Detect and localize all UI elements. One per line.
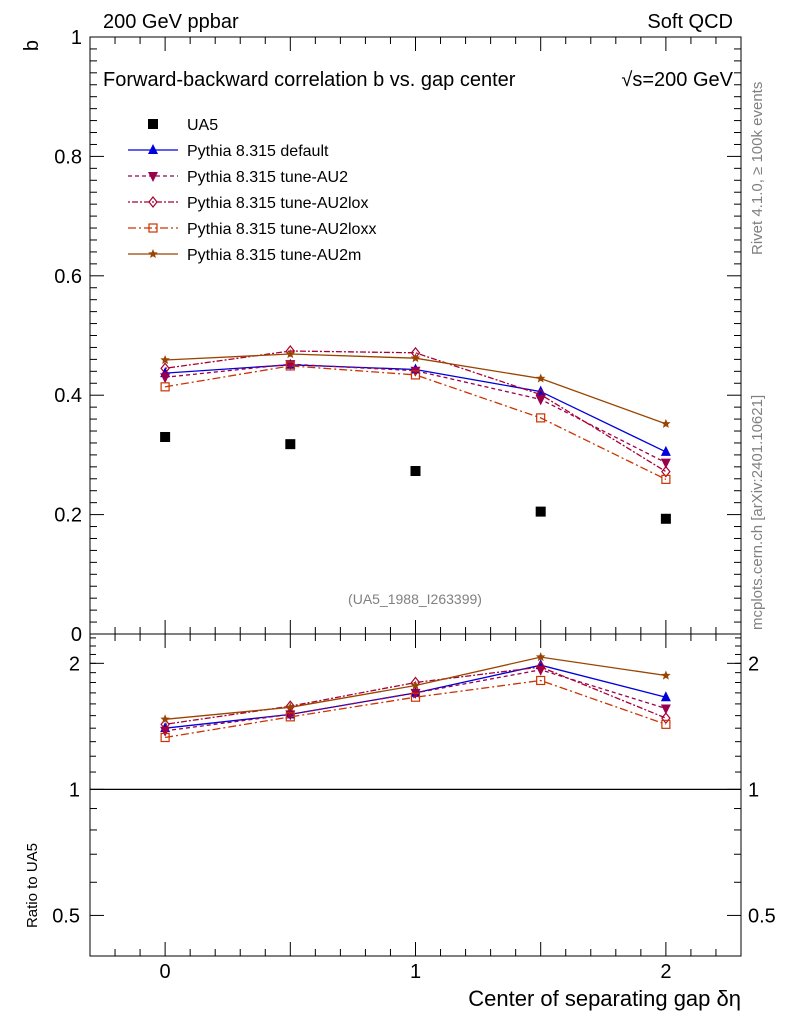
ratio-point-2	[285, 700, 296, 713]
ratio-point-4	[285, 702, 296, 712]
series-point-3	[410, 370, 421, 380]
legend-label-3: Pythia 8.315 tune-AU2loxx	[187, 221, 376, 238]
series-line-3	[164, 365, 667, 480]
ratio-point-2	[535, 661, 546, 673]
header-left: 200 GeV ppbar	[103, 11, 239, 33]
y-tick-label: 0.2	[54, 505, 82, 527]
ratio-point-1	[410, 688, 421, 699]
ratio-tick-label-left: 2	[69, 653, 80, 675]
x-axis-label: Center of separating gap δη	[468, 986, 741, 1011]
x-tick-label: 2	[660, 961, 671, 983]
ua5-data-point	[410, 466, 421, 477]
ratio-point-0	[660, 691, 671, 702]
ratio-point-4	[661, 670, 671, 680]
series-point-0	[660, 445, 671, 456]
plot-title: Forward-backward correlation b vs. gap c…	[103, 69, 516, 91]
ratio-tick-label-right: 1	[748, 779, 759, 801]
header-right: Soft QCD	[647, 11, 733, 33]
series-point-1	[285, 360, 296, 371]
series-point-3	[661, 474, 671, 484]
ratio-point-3	[661, 719, 671, 729]
legend-label-0: Pythia 8.315 default	[187, 143, 329, 160]
ratio-line-1	[165, 669, 667, 732]
ratio-point-2	[661, 712, 671, 725]
axes: 0 1 2 0 0.2 0.4 0.6 0.8 1 0.5 0.5 1 1 2 2	[52, 27, 776, 983]
ratio-tick-label-right: 2	[748, 653, 759, 675]
ratio-point-4	[160, 714, 170, 724]
ratio-y-axis-label: Ratio to UA5	[24, 843, 41, 928]
series-point-3	[536, 413, 546, 423]
series-line-0	[165, 364, 667, 453]
series-point-1	[160, 373, 171, 384]
ratio-point-1	[660, 704, 671, 715]
series-point-4	[160, 355, 170, 364]
ratio-tick-label-left: 1	[69, 779, 80, 801]
ratio-point-4	[410, 680, 421, 690]
ratio-point-4	[535, 652, 546, 662]
y-tick-label: 0	[71, 624, 82, 646]
ratio-point-1	[160, 726, 171, 737]
series-point-2	[535, 388, 546, 401]
legend-marker-2	[148, 196, 158, 208]
series-point-4	[535, 373, 546, 383]
ratio-point-3	[285, 712, 295, 722]
ua5-data-point	[285, 439, 296, 450]
ratio-tick-label-right: 0.5	[748, 905, 776, 927]
legend-marker-1	[148, 172, 158, 182]
legend-label-2: Pythia 8.315 tune-AU2lox	[187, 195, 368, 212]
legend-label-1: Pythia 8.315 tune-AU2	[187, 169, 348, 186]
legend-ua5-marker	[148, 119, 158, 129]
y-tick-label: 0.6	[54, 266, 82, 288]
series-line-2	[165, 350, 667, 473]
y-tick-label: 0.4	[54, 385, 82, 407]
energy-label: √s=200 GeV	[621, 69, 733, 91]
series-point-4	[410, 353, 421, 363]
x-tick-label: 0	[160, 961, 171, 983]
side-rivet: Rivet 4.1.0, ≥ 100k events	[749, 82, 766, 255]
ratio-line-3	[164, 679, 667, 739]
legend-marker-3	[148, 223, 158, 233]
ratio-point-3	[160, 732, 170, 743]
ua5-data-point	[160, 431, 171, 442]
series-point-4	[285, 349, 296, 359]
ratio-tick-label-left: 0.5	[52, 905, 80, 927]
series-point-4	[661, 418, 671, 428]
series-point-2	[661, 465, 671, 478]
legend-label-4: Pythia 8.315 tune-AU2m	[187, 247, 361, 264]
legend-marker-4	[148, 249, 158, 258]
side-mcplots: mcplots.cern.ch [arXiv:2401.10621]	[749, 395, 766, 630]
series-point-1	[660, 458, 671, 469]
legend-marker-0	[148, 144, 158, 154]
analysis-id: (UA5_1988_I263399)	[348, 591, 482, 607]
series-point-3	[285, 361, 295, 371]
series-point-2	[160, 362, 170, 375]
legend-ua5-label: UA5	[187, 117, 218, 134]
ua5-data-point	[660, 513, 671, 524]
y-tick-label: 0.8	[54, 146, 82, 168]
ua5-data-point	[535, 506, 546, 517]
legend: UA5 Pythia 8.315 default Pythia 8.315 tune…	[128, 117, 376, 264]
series-layer	[160, 345, 671, 743]
ratio-point-3	[410, 692, 421, 702]
series-point-1	[410, 366, 421, 377]
x-tick-label: 1	[410, 961, 421, 983]
series-point-3	[160, 382, 170, 392]
y-axis-label: b	[21, 40, 43, 51]
ratio-point-3	[536, 675, 546, 686]
y-tick-label: 1	[71, 27, 82, 49]
